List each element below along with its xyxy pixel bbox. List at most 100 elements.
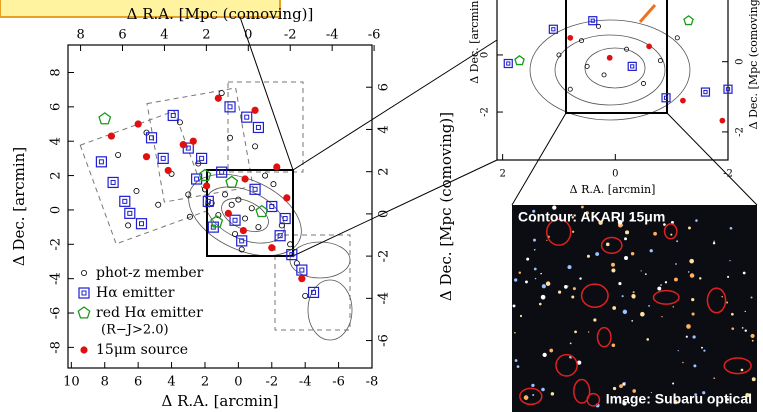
ha-inner — [244, 114, 250, 120]
star — [617, 219, 623, 225]
star — [532, 209, 536, 213]
x-tick-label: 2 — [201, 375, 209, 390]
ha-outer — [700, 87, 711, 97]
stars — [512, 205, 756, 408]
member-point — [235, 196, 242, 203]
x-tick-label: -8 — [366, 375, 379, 390]
ha-inner — [194, 176, 200, 182]
star — [644, 273, 647, 275]
star — [677, 349, 679, 352]
ha-point — [279, 212, 291, 225]
star — [595, 252, 600, 256]
y2-tick-label: 2 — [377, 168, 392, 176]
ha-point — [216, 166, 228, 178]
y2-tick-label: -6 — [377, 334, 392, 347]
star — [713, 377, 716, 380]
red-ha-point — [210, 215, 224, 228]
ha-outer — [274, 230, 286, 242]
star — [676, 240, 679, 243]
star — [540, 272, 542, 275]
y-tick-label: 8 — [49, 68, 64, 76]
star — [542, 352, 547, 358]
star — [624, 256, 629, 261]
member-point — [218, 90, 225, 97]
star — [533, 267, 537, 271]
star — [571, 216, 574, 219]
ir-contour — [652, 289, 680, 305]
ir-point — [189, 137, 197, 145]
ha-point — [286, 249, 298, 261]
member-point — [556, 52, 562, 58]
star — [713, 240, 715, 242]
star — [751, 339, 754, 342]
star — [579, 277, 582, 280]
y-tick-label: -2 — [480, 107, 491, 117]
star — [691, 312, 695, 316]
ha-point — [157, 152, 169, 164]
y-tick-label: -2 — [49, 238, 64, 251]
star — [541, 284, 546, 289]
star — [631, 216, 635, 219]
ha-point — [229, 214, 241, 226]
member-point — [674, 35, 680, 41]
ha-inner — [282, 216, 288, 222]
star — [516, 365, 520, 368]
star — [731, 327, 735, 330]
x2-tick-label: 6 — [118, 28, 126, 43]
x-tick-label: -2 — [723, 169, 733, 180]
ha-inner — [630, 64, 635, 69]
x2-tick-label: 2 — [202, 28, 210, 43]
y-tick-label: 4 — [49, 137, 64, 145]
ha-outer — [145, 132, 158, 144]
x-tick-label: -6 — [332, 375, 345, 390]
x2-axis-label: Δ R.A. [Mpc (comoving)] — [127, 5, 314, 23]
star — [663, 223, 666, 226]
x-tick-label: 2 — [499, 169, 505, 180]
ha-outer — [236, 235, 248, 247]
legend-label: 15μm source — [96, 342, 188, 358]
star — [532, 393, 535, 397]
ha-inner — [205, 198, 211, 204]
star — [533, 248, 536, 251]
ir-point — [719, 117, 726, 124]
star — [693, 364, 697, 368]
ha-point — [249, 183, 261, 195]
ha-outer — [627, 61, 637, 71]
star — [571, 230, 575, 233]
ha-outer — [135, 218, 148, 230]
star — [519, 314, 523, 318]
ha-point — [202, 195, 214, 207]
star — [612, 306, 617, 310]
ha-inner — [590, 18, 595, 23]
ha-inner — [311, 289, 317, 295]
ir-point — [179, 141, 187, 149]
star — [621, 295, 624, 298]
star — [712, 241, 716, 245]
star — [580, 205, 584, 209]
star — [546, 239, 548, 242]
ha-outer — [249, 183, 261, 195]
star — [577, 360, 582, 365]
x2-tick-label: -4 — [326, 28, 339, 43]
ir-contour — [586, 392, 601, 407]
member-point — [278, 222, 285, 229]
y2-tick-label: 0 — [377, 210, 392, 218]
star — [514, 331, 516, 334]
ha-point — [700, 87, 711, 97]
member-point — [255, 224, 262, 231]
member-point — [595, 23, 601, 29]
connector-lines — [239, 16, 758, 257]
ha-inner — [252, 186, 258, 192]
star — [598, 220, 603, 225]
ha-inner — [110, 179, 116, 185]
ir-point — [214, 94, 222, 102]
x-tick-label: 0 — [612, 169, 618, 180]
star — [694, 393, 698, 397]
ha-inner — [81, 290, 87, 296]
ha-inner — [506, 61, 511, 66]
star — [750, 296, 753, 299]
star — [661, 315, 663, 318]
star — [650, 391, 653, 394]
ir-point — [224, 209, 232, 217]
x-tick-label: 8 — [101, 375, 109, 390]
